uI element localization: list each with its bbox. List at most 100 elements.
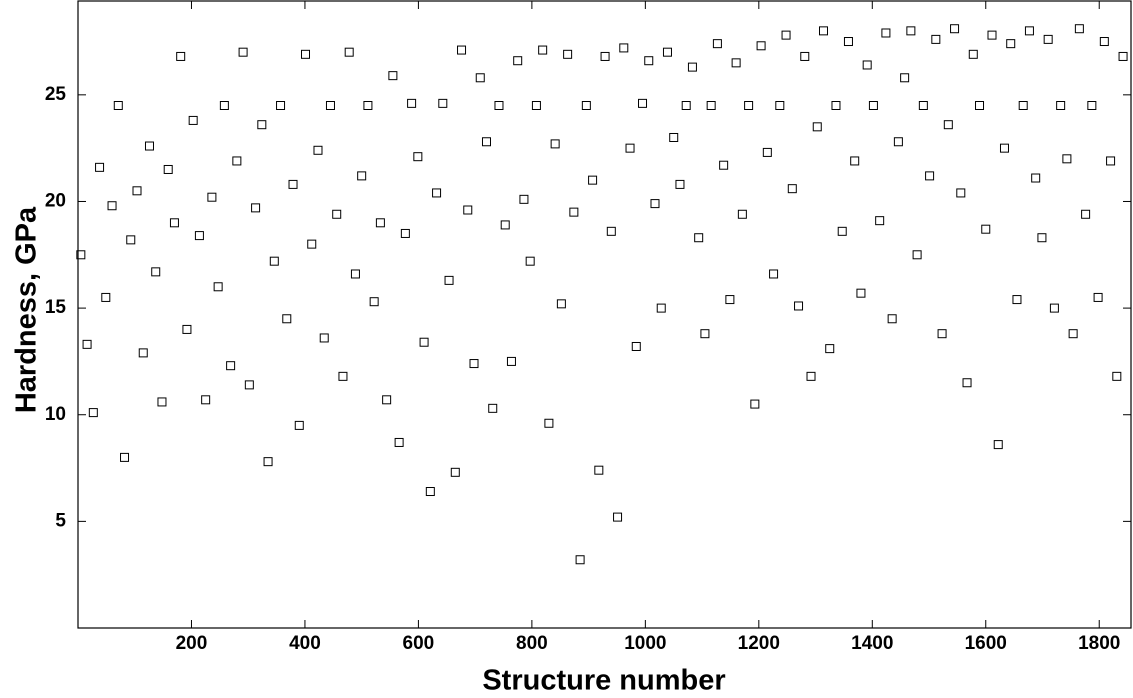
marker: [276, 101, 286, 110]
marker: [407, 98, 417, 108]
marker: [363, 101, 373, 110]
marker: [419, 337, 429, 347]
x-tick-label: 1800: [1078, 633, 1120, 654]
marker: [207, 192, 217, 202]
marker: [706, 101, 716, 110]
marker: [469, 359, 479, 369]
marker: [394, 437, 404, 447]
marker: [1093, 292, 1103, 302]
marker: [388, 71, 398, 81]
marker: [369, 297, 379, 307]
y-tick-label: 15: [45, 297, 67, 318]
marker: [775, 101, 785, 110]
marker: [556, 299, 566, 309]
marker: [937, 329, 947, 339]
marker: [457, 45, 467, 55]
marker: [1106, 156, 1116, 166]
marker: [176, 51, 186, 61]
x-axis-label: Structure number: [482, 665, 725, 697]
marker: [912, 250, 922, 260]
marker: [694, 233, 704, 243]
marker: [943, 120, 953, 130]
x-tick-label: 1000: [624, 633, 666, 654]
marker: [563, 49, 573, 59]
marker: [481, 137, 491, 147]
marker: [319, 333, 329, 343]
marker: [762, 147, 772, 157]
marker: [344, 47, 354, 57]
marker: [120, 452, 130, 462]
marker: [887, 314, 897, 324]
marker: [825, 344, 835, 354]
marker: [157, 397, 167, 407]
marker: [625, 143, 635, 153]
marker: [1037, 233, 1047, 243]
marker: [263, 457, 273, 467]
marker: [968, 49, 978, 59]
marker: [950, 24, 960, 34]
marker: [993, 440, 1003, 450]
marker: [488, 403, 498, 413]
x-tick-label: 1600: [965, 633, 1007, 654]
marker: [188, 115, 198, 125]
marker: [900, 73, 910, 83]
marker: [662, 47, 672, 57]
marker: [95, 162, 105, 172]
marker: [169, 218, 179, 228]
marker: [294, 420, 304, 430]
marker: [656, 303, 666, 313]
marker: [638, 98, 648, 108]
marker: [1099, 37, 1109, 47]
plot-frame: [77, 0, 1132, 629]
marker: [1006, 39, 1016, 49]
marker: [375, 218, 385, 228]
marker: [1018, 101, 1028, 110]
marker: [251, 203, 261, 213]
marker: [818, 26, 828, 36]
marker: [1012, 295, 1022, 305]
marker: [956, 188, 966, 198]
marker: [475, 73, 485, 83]
marker: [781, 30, 791, 40]
marker: [151, 267, 161, 277]
marker: [550, 139, 560, 149]
marker: [463, 205, 473, 215]
marker: [719, 160, 729, 170]
marker: [400, 228, 410, 238]
marker: [850, 156, 860, 166]
marker: [700, 329, 710, 339]
marker: [881, 28, 891, 38]
marker: [962, 378, 972, 388]
marker: [182, 324, 192, 334]
marker: [675, 179, 685, 189]
marker: [238, 47, 248, 57]
marker: [1074, 24, 1084, 34]
marker: [669, 132, 679, 142]
marker: [619, 43, 629, 53]
marker: [744, 101, 754, 110]
marker: [213, 282, 223, 292]
marker: [531, 101, 541, 110]
marker: [244, 380, 254, 390]
marker: [812, 122, 822, 132]
marker: [76, 250, 86, 260]
marker: [101, 292, 111, 302]
marker: [282, 314, 292, 324]
marker: [513, 56, 523, 66]
marker: [444, 275, 454, 285]
marker: [307, 239, 317, 249]
marker: [301, 49, 311, 59]
marker: [837, 226, 847, 236]
x-tick-label: 200: [176, 633, 208, 654]
marker: [987, 30, 997, 40]
marker: [1068, 329, 1078, 339]
marker: [519, 194, 529, 204]
marker: [931, 34, 941, 44]
marker: [1081, 209, 1091, 219]
y-tick-label: 20: [45, 190, 66, 211]
marker: [506, 356, 516, 366]
marker: [450, 467, 460, 477]
marker: [644, 56, 654, 66]
marker: [313, 145, 323, 155]
